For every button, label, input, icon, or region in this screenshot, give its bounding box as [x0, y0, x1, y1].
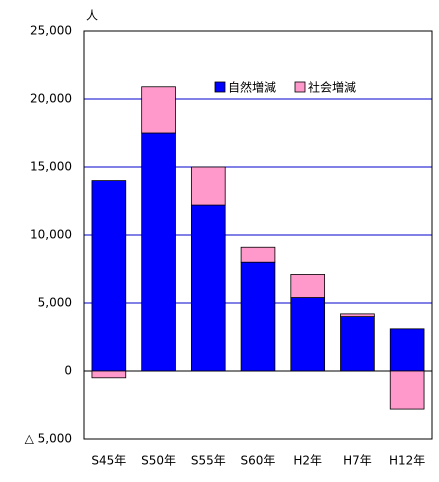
bar-segment — [240, 261, 276, 372]
y-tick-label: 0 — [64, 364, 72, 378]
plot-frame — [83, 30, 433, 440]
legend-swatch — [214, 81, 226, 93]
bar-segment — [290, 274, 326, 298]
x-tick-label: S50年 — [141, 454, 176, 468]
y-tick-label: 20,000 — [30, 92, 72, 106]
bar-segment — [91, 370, 127, 379]
y-tick-label: 25,000 — [30, 24, 72, 38]
bar-segment — [141, 132, 176, 372]
x-tick-label: S60年 — [241, 454, 276, 468]
bar-segment — [240, 246, 276, 263]
bar-segment — [340, 316, 375, 372]
x-tick-label: S55年 — [191, 454, 226, 468]
y-tick-label: △ 5,000 — [25, 432, 72, 446]
bar-segment — [141, 86, 176, 134]
bar-segment — [190, 204, 226, 372]
legend-label: 社会増減 — [308, 80, 356, 95]
y-tick-label: 10,000 — [30, 228, 72, 242]
bar-segment — [91, 180, 127, 372]
x-tick-label: H2年 — [293, 454, 322, 468]
x-tick-label: H7年 — [343, 454, 372, 468]
x-tick-label: S45年 — [91, 454, 126, 468]
y-tick-label: 5,000 — [38, 296, 72, 310]
legend-swatch — [294, 81, 306, 93]
bar-segment — [340, 313, 375, 318]
y-tick-label: 15,000 — [30, 160, 72, 174]
bar-segment — [290, 297, 326, 372]
bar-segment — [190, 166, 226, 206]
bar-segment — [389, 370, 425, 410]
legend-label: 自然増減 — [228, 80, 276, 95]
x-tick-label: H12年 — [389, 454, 425, 468]
y-axis-label: 人 — [86, 9, 98, 23]
bar-segment — [389, 328, 425, 372]
